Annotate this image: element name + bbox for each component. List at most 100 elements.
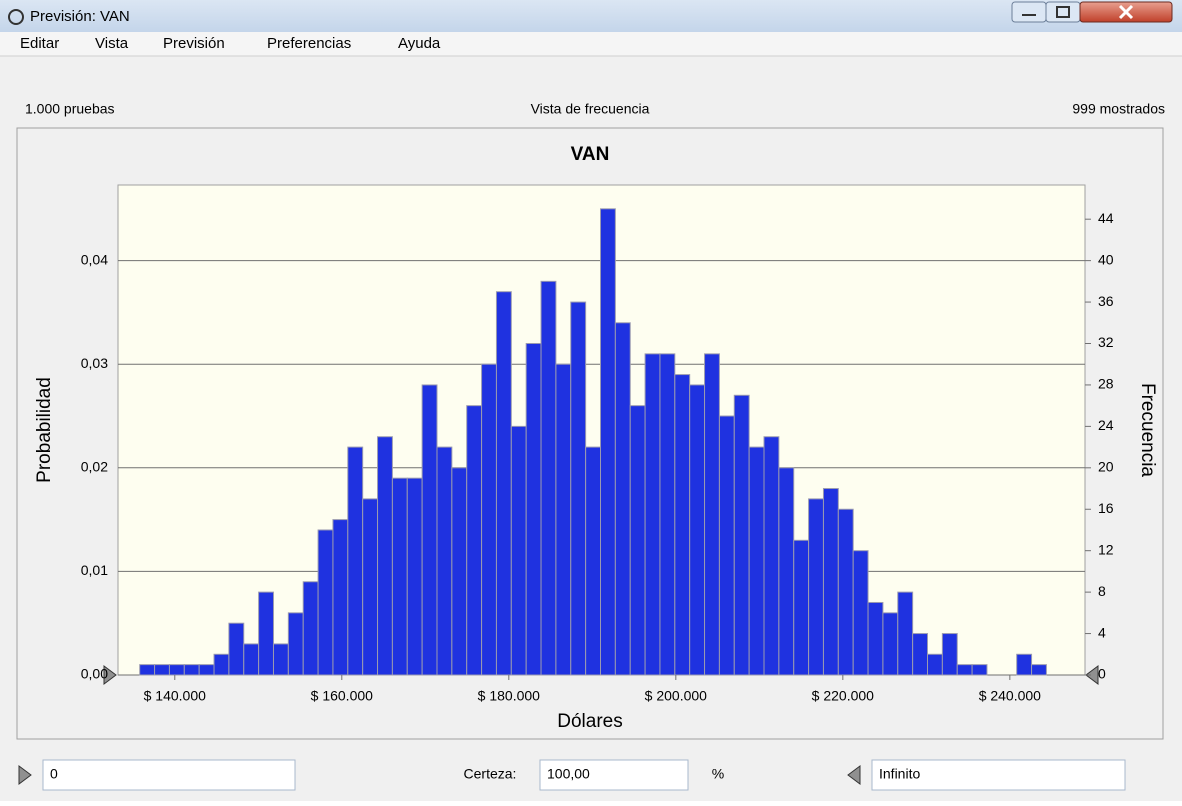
bar: [837, 508, 854, 676]
upper-grabber[interactable]: [1085, 665, 1099, 685]
bar: [481, 363, 497, 676]
certainty-value[interactable]: 100,00: [547, 766, 590, 782]
bar: [198, 664, 215, 676]
upper-input[interactable]: [871, 759, 1126, 791]
maximize-button[interactable]: [1045, 1, 1081, 23]
y-tick-label: 0,04: [81, 251, 108, 267]
maximize-icon: [1056, 6, 1070, 18]
bar: [927, 653, 943, 676]
y2-tick-label: 40: [1098, 251, 1114, 267]
bar: [406, 477, 423, 676]
y2-tick-label: 8: [1098, 583, 1106, 599]
y2-tick-label: 0: [1098, 666, 1106, 682]
histogram: [118, 208, 1085, 676]
lower-grabber[interactable]: [103, 665, 117, 685]
bar: [1031, 664, 1047, 676]
y2-tick-label: 24: [1098, 417, 1114, 433]
bar: [912, 633, 929, 676]
bar: [674, 374, 691, 676]
shown-count: 999 mostrados: [1072, 101, 1165, 117]
y2-axis-label: Frecuencia: [1137, 383, 1158, 477]
y2-tick-label: 20: [1098, 459, 1114, 475]
bar: [525, 342, 542, 676]
bar: [778, 467, 795, 676]
bar: [377, 436, 393, 676]
bar: [629, 405, 646, 676]
menu-item[interactable]: Preferencias: [267, 35, 351, 52]
x-tick-label: $ 180.000: [478, 688, 540, 704]
bar: [154, 664, 170, 676]
bar: [599, 208, 616, 676]
lower-value[interactable]: 0: [50, 766, 58, 782]
bar: [808, 498, 824, 676]
bar: [317, 529, 334, 676]
bar: [362, 498, 379, 676]
menu-bar: [0, 32, 1182, 56]
bar: [882, 612, 899, 676]
title-bar: [0, 0, 1182, 32]
lower-arrow[interactable]: [18, 765, 32, 785]
x-tick-label: $ 160.000: [311, 688, 373, 704]
bar: [495, 291, 512, 676]
bar: [391, 477, 408, 676]
lower-input[interactable]: [42, 759, 296, 791]
bar: [347, 446, 364, 676]
view-name: Vista de frecuencia: [531, 101, 650, 117]
upper-arrow[interactable]: [847, 765, 861, 785]
bar: [168, 664, 185, 676]
bar: [436, 446, 453, 676]
bar: [213, 653, 230, 676]
y-tick-label: 0,02: [81, 459, 108, 475]
bar: [644, 353, 661, 676]
x-tick-label: $ 140.000: [144, 688, 206, 704]
bar: [555, 363, 572, 676]
bar: [302, 581, 319, 676]
y2-tick-label: 36: [1098, 293, 1114, 309]
bar: [956, 664, 973, 676]
upper-value[interactable]: Infinito: [879, 766, 920, 782]
menu-item[interactable]: Editar: [20, 35, 59, 52]
bar: [748, 446, 765, 676]
bar: [183, 664, 200, 676]
menu-item[interactable]: Ayuda: [398, 35, 441, 52]
bar: [258, 591, 274, 676]
bar: [614, 322, 631, 676]
x-axis-label: Dólares: [557, 711, 622, 732]
app-icon: [8, 9, 24, 25]
menu-item[interactable]: Vista: [95, 35, 129, 52]
bar: [704, 353, 720, 676]
close-icon: [1118, 4, 1134, 20]
bar: [139, 664, 156, 676]
bar: [272, 643, 289, 676]
bar: [689, 384, 706, 676]
y2-tick-label: 44: [1098, 210, 1114, 226]
bar: [793, 539, 810, 676]
bar: [451, 467, 468, 676]
bar: [897, 591, 914, 676]
bar: [332, 519, 349, 676]
trials: 1.000 pruebas: [25, 101, 115, 117]
bar: [718, 415, 735, 676]
x-tick-label: $ 220.000: [812, 688, 874, 704]
bar: [1016, 653, 1033, 676]
bar: [287, 612, 304, 676]
bar: [941, 633, 958, 676]
minimize-button[interactable]: [1011, 1, 1047, 23]
bar: [733, 394, 750, 676]
y2-tick-label: 28: [1098, 376, 1114, 392]
bar: [585, 446, 601, 676]
bar: [659, 353, 676, 676]
y2-tick-label: 16: [1098, 500, 1114, 516]
y2-tick-label: 32: [1098, 334, 1114, 350]
window-title: Previsión: VAN: [30, 8, 130, 25]
menu-item[interactable]: Previsión: [163, 35, 225, 52]
bar: [852, 550, 869, 676]
bar: [466, 405, 483, 676]
y-tick-label: 0,03: [81, 355, 108, 371]
certainty-input[interactable]: [539, 759, 689, 791]
chart-title: VAN: [571, 144, 610, 165]
y2-tick-label: 12: [1098, 541, 1114, 557]
x-tick-label: $ 200.000: [645, 688, 707, 704]
bar: [421, 384, 438, 676]
